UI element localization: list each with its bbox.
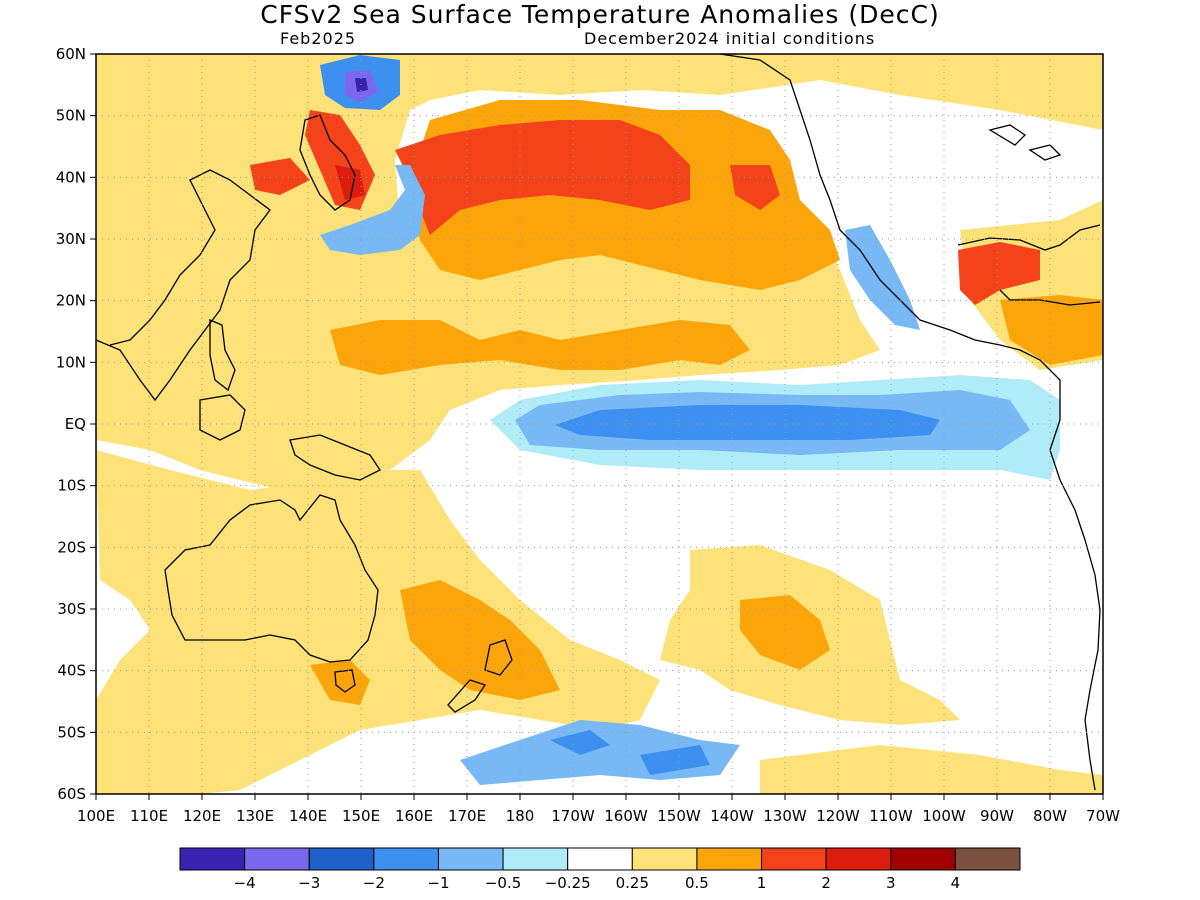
lat-label: 20N	[56, 292, 86, 310]
lat-label: 10S	[57, 477, 86, 495]
lon-label: 130E	[236, 807, 274, 825]
moderate-warm-south-australia	[310, 660, 370, 705]
lon-label: 120E	[183, 807, 221, 825]
great-lakes-coastline	[988, 124, 1062, 161]
colorbar-swatch	[696, 847, 763, 871]
lon-label: 180	[506, 807, 535, 825]
lon-label: 150E	[342, 807, 380, 825]
south-america-coastline	[1049, 419, 1101, 791]
strong-cold-equatorial-pacific	[555, 405, 940, 440]
borneo-coastline	[199, 394, 246, 441]
japan-coastline	[299, 114, 356, 211]
strong-warm-kuroshio-extension	[395, 120, 690, 235]
lat-label: EQ	[65, 415, 86, 433]
forecast-month: Feb2025	[280, 29, 357, 48]
asia-coastline	[96, 169, 271, 402]
longitude-labels: 100E 110E 120E 130E 140E 150E 160E 170E 180 170W 1…	[77, 794, 1120, 825]
colorbar-swatch	[308, 847, 375, 871]
colorbar-label: 1	[757, 874, 767, 892]
colorbar-label: 2	[821, 874, 831, 892]
new-guinea-coastline	[289, 434, 381, 481]
colorbar-swatch	[567, 847, 633, 871]
colorbar-swatch	[373, 847, 439, 871]
colorbar-label: −1	[427, 874, 449, 892]
colorbar-label: −4	[234, 874, 256, 892]
strong-cold-southern-ocean	[550, 730, 710, 775]
gulf-coast-coastline	[957, 224, 1101, 306]
lat-label: 10N	[56, 353, 86, 371]
latitude-labels: 60N 50N 40N 30N 20N 10N EQ 10S 20S 30S 40S 50S 60S	[56, 45, 96, 803]
colorbar-label: −3	[298, 874, 320, 892]
colorbar-label: 0.5	[685, 874, 709, 892]
warm-anomaly-south-west	[96, 450, 660, 794]
warm-anomaly-south-pacific-south	[760, 745, 1103, 794]
moderate-warm-south-central	[740, 595, 830, 670]
lon-label: 70W	[1086, 807, 1120, 825]
colorbar-label: 3	[886, 874, 896, 892]
anomaly-field	[96, 54, 1103, 794]
philippines-coastline	[209, 319, 236, 392]
lat-label: 50S	[57, 723, 86, 741]
lon-label: 110E	[130, 807, 168, 825]
colorbar-label: 4	[951, 874, 961, 892]
lon-label: 160E	[395, 807, 433, 825]
colorbar-swatch	[761, 847, 827, 871]
colorbar-swatch	[890, 847, 956, 871]
lon-label: 110W	[869, 807, 913, 825]
lon-label: 150W	[657, 807, 701, 825]
colorbar-swatch	[631, 847, 698, 871]
lon-label: 100E	[77, 807, 115, 825]
map-title: CFSv2 Sea Surface Temperature Anomalies …	[260, 0, 940, 29]
colorbar-label: −0.5	[485, 874, 521, 892]
lon-label: 140W	[710, 807, 754, 825]
very-strong-warm-japan	[335, 165, 365, 200]
lat-label: 60S	[57, 785, 86, 803]
lon-label: 90W	[980, 807, 1014, 825]
initial-conditions: December2024 initial conditions	[584, 29, 876, 48]
lat-label: 30S	[57, 600, 86, 618]
lon-label: 170W	[551, 807, 595, 825]
colorbar-swatch	[954, 847, 1021, 871]
lon-label: 160W	[604, 807, 648, 825]
lon-label: 140E	[289, 807, 327, 825]
lat-label: 20S	[57, 538, 86, 556]
australia-coastline	[164, 494, 379, 663]
lat-label: 40N	[56, 168, 86, 186]
lon-label: 120W	[816, 807, 860, 825]
colorbar-label: −2	[363, 874, 385, 892]
coastlines	[96, 54, 1101, 791]
colorbar-swatch	[502, 847, 569, 871]
lat-label: 40S	[57, 662, 86, 680]
colorbar-swatch	[825, 847, 892, 871]
lat-label: 50N	[56, 107, 86, 125]
colorbar-swatch	[244, 847, 310, 871]
colorbar-swatch	[179, 847, 246, 871]
cold-anomaly-california-current	[845, 225, 920, 330]
lon-label: 100W	[922, 807, 966, 825]
colorbar: −4 −3 −2 −1 −0.5 −0.25 0.25 0.5 1 2 3 4	[179, 847, 1021, 892]
tasmania-coastline	[334, 669, 356, 693]
strong-warm-east-pacific	[730, 165, 780, 210]
strong-warm-gulf-of-mexico	[958, 242, 1040, 305]
north-america-coastline	[719, 54, 1061, 420]
moderate-warm-gulf	[1000, 295, 1103, 365]
lon-label: 80W	[1033, 807, 1067, 825]
lat-label: 30N	[56, 230, 86, 248]
new-zealand-coastline	[447, 639, 513, 713]
colorbar-label: 0.25	[616, 874, 649, 892]
lat-label: 60N	[56, 45, 86, 63]
moderate-warm-tasman-sea	[400, 580, 560, 700]
lon-label: 170E	[448, 807, 486, 825]
cold-anomaly-oyashio	[320, 165, 425, 255]
colorbar-swatch	[437, 847, 504, 871]
moderate-warm-tropical-north	[330, 320, 750, 375]
lon-label: 130W	[763, 807, 807, 825]
colorbar-label: −0.25	[545, 874, 591, 892]
